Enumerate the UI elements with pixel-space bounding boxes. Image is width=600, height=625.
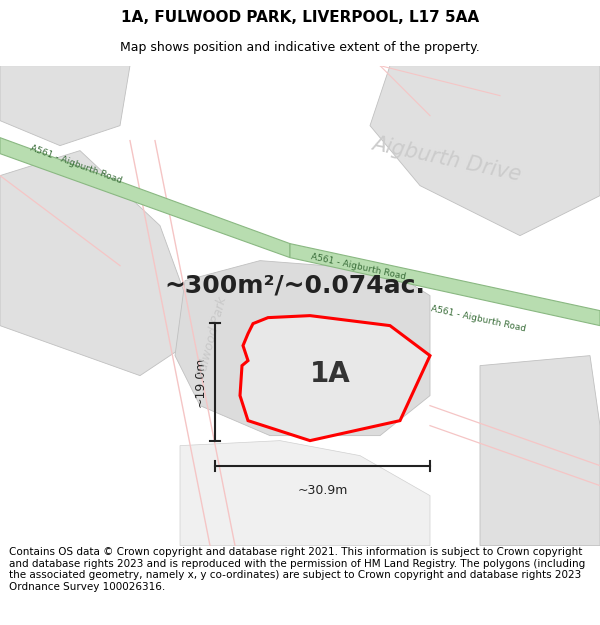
Text: A561 - Aigburth Road: A561 - Aigburth Road [430, 304, 526, 333]
Text: Aigburth Drive: Aigburth Drive [370, 133, 523, 184]
Polygon shape [240, 316, 430, 441]
Polygon shape [290, 244, 600, 326]
Text: Fulwood Park: Fulwood Park [195, 295, 229, 379]
Text: ~300m²/~0.074ac.: ~300m²/~0.074ac. [164, 274, 425, 298]
Text: 1A, FULWOOD PARK, LIVERPOOL, L17 5AA: 1A, FULWOOD PARK, LIVERPOOL, L17 5AA [121, 10, 479, 25]
Text: A561 - Aigburth Road: A561 - Aigburth Road [29, 143, 124, 185]
Polygon shape [175, 261, 430, 436]
Polygon shape [180, 441, 430, 546]
Polygon shape [480, 356, 600, 546]
Polygon shape [370, 66, 600, 236]
Text: ~19.0m: ~19.0m [194, 356, 207, 407]
Text: Contains OS data © Crown copyright and database right 2021. This information is : Contains OS data © Crown copyright and d… [9, 548, 585, 592]
Text: Map shows position and indicative extent of the property.: Map shows position and indicative extent… [120, 41, 480, 54]
Text: ~30.9m: ~30.9m [298, 484, 347, 497]
Text: 1A: 1A [310, 359, 350, 388]
Polygon shape [0, 66, 130, 146]
Polygon shape [0, 151, 200, 376]
Text: A561 - Aigburth Road: A561 - Aigburth Road [310, 252, 406, 281]
Polygon shape [0, 138, 290, 258]
